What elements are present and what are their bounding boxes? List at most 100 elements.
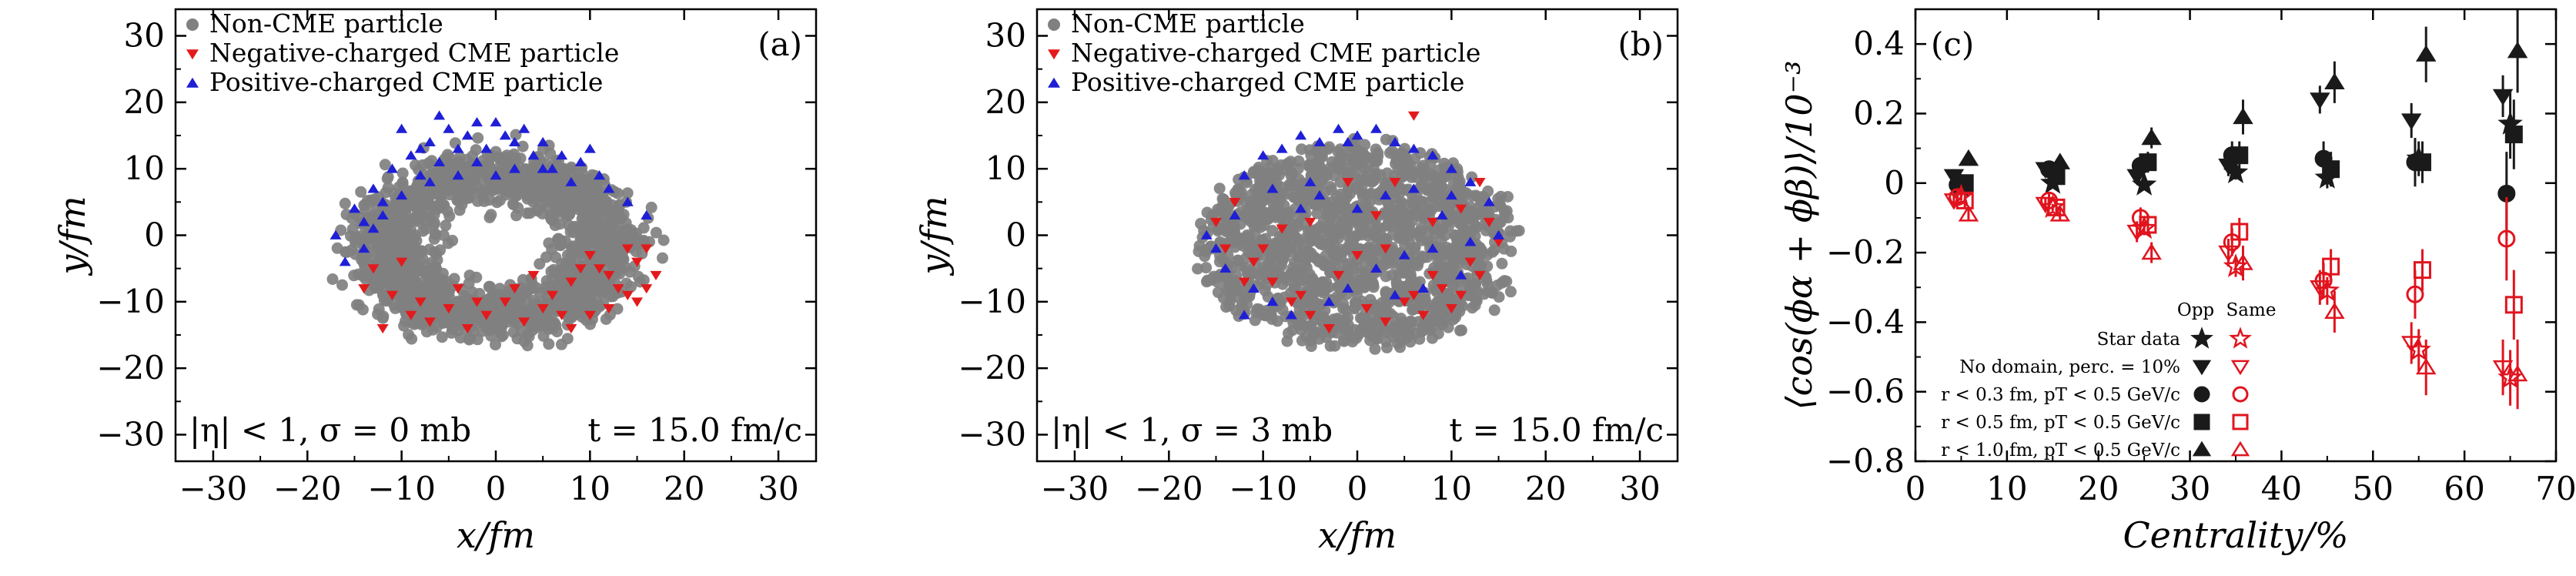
non-cme-particle-point	[349, 233, 361, 246]
annotation-left: |η| < 1, σ = 0 mb	[189, 411, 471, 449]
non-cme-particle-point	[1342, 258, 1354, 270]
data-point	[2504, 296, 2523, 314]
x-tick-label: 50	[2353, 470, 2394, 507]
non-cme-particle-point	[1373, 222, 1385, 234]
non-cme-particle-point	[336, 279, 348, 291]
negative-cme-particle-point	[631, 257, 644, 267]
x-tick-label: 10	[1431, 470, 1472, 507]
non-cme-particle-point	[1353, 298, 1365, 310]
data-point	[1958, 205, 1979, 222]
positive-cme-particle-point	[1464, 236, 1477, 246]
legend-header-opp: Opp	[2177, 300, 2214, 320]
negative-cme-particle-point	[471, 297, 483, 307]
positive-cme-particle-point	[584, 143, 596, 153]
legend-marker-same	[2230, 360, 2250, 376]
positive-cme-particle-point	[1417, 283, 1430, 293]
non-cme-particle-point	[1388, 191, 1400, 203]
negative-cme-particle-point	[1407, 111, 1420, 121]
non-cme-particle-point	[584, 318, 597, 330]
x-tick-label: 10	[570, 470, 611, 507]
non-cme-particle-point	[497, 174, 510, 186]
non-cme-particle-point	[1195, 217, 1207, 229]
non-cme-particle-point	[1455, 189, 1467, 202]
non-cme-particle-point	[1213, 256, 1226, 268]
non-cme-particle-point	[1416, 325, 1428, 337]
y-tick-label: 0	[144, 216, 165, 254]
non-cme-particle-point	[1260, 176, 1273, 189]
non-cme-particle-point	[1295, 318, 1307, 330]
legend-header-same: Same	[2226, 300, 2277, 320]
y-tick-label: 30	[985, 17, 1026, 55]
data-point	[2504, 126, 2523, 144]
non-cme-particle-point	[1293, 236, 1305, 249]
non-cme-particle-point	[430, 260, 442, 273]
non-cme-particle-point	[574, 237, 587, 249]
non-cme-particle-point	[530, 175, 542, 187]
non-cme-particle-point	[441, 149, 453, 161]
non-cme-particle-point	[1440, 242, 1453, 253]
non-cme-particle-point	[443, 210, 456, 223]
non-cme-particle-point	[584, 271, 597, 283]
data-point	[2141, 243, 2162, 260]
non-cme-particle-point	[403, 276, 414, 288]
non-cme-particle-point	[1289, 256, 1300, 268]
negative-cme-particle-point	[1209, 217, 1222, 227]
non-cme-particle-point	[1417, 165, 1430, 177]
non-cme-particle-point	[585, 206, 597, 218]
negative-cme-particle-point	[480, 310, 493, 320]
positive-cme-particle-point	[1342, 283, 1354, 293]
x-tick-label: 30	[2170, 470, 2210, 507]
positive-cme-particle-point	[574, 156, 587, 166]
non-cme-particle-point	[428, 233, 440, 245]
data-point	[2049, 205, 2071, 222]
non-cme-particle-point	[493, 194, 506, 206]
non-cme-particle-point	[429, 168, 441, 180]
non-cme-particle-point	[1405, 316, 1417, 328]
non-cme-particle-point	[339, 197, 351, 209]
non-cme-particle-point	[1300, 331, 1312, 343]
positive-cme-particle-point	[405, 150, 417, 160]
positive-cme-particle-point	[396, 189, 408, 200]
legend-marker	[186, 77, 199, 88]
positive-cme-particle-point	[1351, 130, 1363, 140]
non-cme-particle-point	[613, 199, 625, 212]
positive-cme-particle-point	[1313, 189, 1326, 200]
series-opp	[1958, 9, 2528, 169]
legend: Opp Same Star data No domain, perc. = 10% r …	[1941, 300, 2276, 460]
x-tick-label: −20	[273, 470, 342, 507]
non-cme-particle-point	[453, 156, 465, 168]
x-axis-label: x/fm	[1318, 514, 1397, 556]
non-cme-particle-point	[1416, 250, 1428, 263]
non-cme-particle-point	[607, 257, 620, 270]
non-cme-particle-point	[355, 186, 367, 198]
non-cme-points	[1192, 132, 1525, 355]
non-cme-particle-point	[510, 129, 522, 141]
negative-cme-particle-point	[1276, 224, 1288, 234]
non-cme-particle-point	[331, 242, 343, 254]
positive-cme-particle-point	[499, 130, 511, 140]
non-cme-particle-point	[1452, 177, 1464, 189]
non-cme-particle-point	[1502, 212, 1514, 224]
negative-cme-particle-point	[1483, 217, 1495, 227]
non-cme-particle-point	[1282, 230, 1294, 243]
non-cme-particle-point	[1432, 255, 1444, 266]
negative-cme-particle-point	[594, 264, 606, 274]
non-cme-particle-point	[1353, 220, 1366, 233]
non-cme-particle-point	[584, 189, 597, 202]
non-cme-particle-point	[1391, 148, 1403, 160]
non-cme-particle-point	[430, 284, 443, 296]
non-cme-particle-point	[1319, 304, 1331, 316]
data-point	[2141, 128, 2162, 146]
positive-cme-particle-point	[537, 136, 549, 147]
non-cme-particle-point	[1360, 202, 1373, 214]
negative-cme-particle-point	[1417, 310, 1430, 320]
negative-cme-particle-point	[631, 297, 644, 307]
non-cme-particle-point	[1429, 313, 1441, 326]
non-cme-particle-point	[377, 249, 390, 262]
non-cme-particle-point	[1346, 234, 1358, 246]
non-cme-particle-point	[625, 280, 637, 293]
non-cme-particle-point	[1470, 222, 1482, 234]
panel-label: (b)	[1618, 25, 1664, 63]
panel-a: −30 −20 −10 0 10 20 30 −30 −20 −10 0 10 20 30 x/fm y/fm…	[52, 8, 818, 556]
non-cme-particle-point	[1222, 275, 1234, 287]
